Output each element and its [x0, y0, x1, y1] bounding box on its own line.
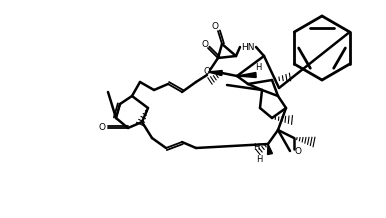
Text: H: H: [256, 155, 262, 165]
Polygon shape: [237, 73, 256, 77]
Text: O: O: [203, 66, 210, 75]
Text: O: O: [295, 148, 301, 157]
Polygon shape: [267, 144, 273, 155]
Text: H: H: [255, 63, 261, 72]
Polygon shape: [208, 70, 222, 75]
Text: O: O: [98, 124, 105, 133]
Text: O: O: [201, 39, 208, 48]
Text: HN: HN: [241, 43, 255, 51]
Text: H: H: [253, 143, 259, 153]
Text: O: O: [212, 22, 218, 31]
